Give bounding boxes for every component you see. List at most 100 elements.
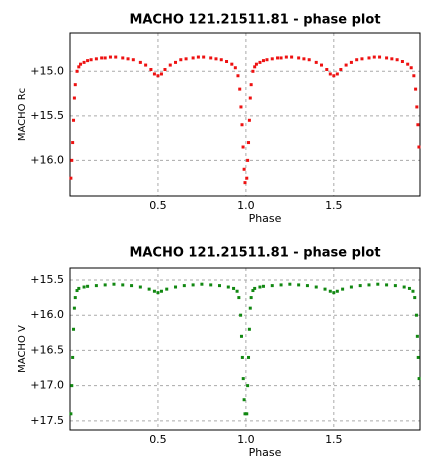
- data-point: [385, 56, 389, 60]
- data-point: [152, 289, 156, 293]
- data-point: [320, 63, 324, 67]
- data-point: [82, 285, 86, 289]
- data-point: [302, 57, 306, 61]
- data-point: [219, 58, 223, 62]
- data-point: [416, 355, 420, 359]
- data-point: [238, 87, 242, 91]
- y-tick-label: +15.5: [30, 109, 64, 122]
- data-point: [239, 334, 243, 338]
- data-point: [251, 69, 255, 73]
- data-point: [376, 282, 380, 286]
- data-point: [328, 289, 332, 293]
- data-point: [325, 68, 329, 72]
- data-point: [179, 58, 183, 62]
- data-point: [245, 412, 249, 416]
- data-point: [100, 56, 104, 60]
- data-point: [341, 287, 345, 291]
- data-point: [417, 377, 421, 381]
- data-point: [159, 289, 163, 293]
- data-point: [72, 306, 76, 310]
- data-point: [73, 83, 77, 87]
- data-point: [114, 55, 118, 59]
- data-point: [138, 285, 142, 289]
- data-point: [335, 72, 339, 76]
- data-point: [355, 58, 359, 62]
- data-point: [239, 313, 243, 317]
- data-point: [402, 285, 406, 289]
- data-point: [86, 59, 90, 63]
- data-point: [258, 285, 262, 289]
- data-point: [288, 282, 292, 286]
- x-tick-label: 0.5: [149, 199, 167, 212]
- data-point: [70, 384, 74, 388]
- y-tick-label: +16.5: [30, 343, 64, 356]
- x-axis-label: Phase: [249, 446, 282, 459]
- data-point: [246, 384, 250, 388]
- data-point: [412, 74, 416, 78]
- data-point: [279, 283, 283, 287]
- data-point: [261, 59, 265, 63]
- data-point: [367, 56, 371, 60]
- data-point: [209, 283, 213, 287]
- data-point: [406, 62, 410, 66]
- data-point: [112, 282, 116, 286]
- data-point: [241, 145, 245, 149]
- data-point: [249, 83, 253, 87]
- data-point: [144, 63, 148, 67]
- data-point: [276, 56, 280, 60]
- data-point: [415, 334, 419, 338]
- data-point: [242, 167, 246, 171]
- data-point: [156, 74, 160, 78]
- data-point: [182, 284, 186, 288]
- x-tick-label: 1.5: [325, 199, 343, 212]
- data-point: [149, 68, 153, 72]
- data-point: [248, 96, 252, 100]
- data-point: [258, 60, 262, 64]
- data-point: [411, 289, 415, 293]
- data-point: [196, 55, 200, 59]
- data-point: [241, 377, 245, 381]
- data-point: [70, 158, 74, 162]
- data-point: [243, 412, 247, 416]
- data-point: [72, 96, 76, 100]
- data-point: [314, 60, 318, 64]
- y-axis-label: MACHO V: [17, 325, 28, 373]
- data-point: [305, 284, 309, 288]
- chart-title: MACHO 121.21511.81 - phase plot: [129, 13, 380, 28]
- data-point: [77, 286, 81, 290]
- data-point: [367, 283, 371, 287]
- data-point: [89, 58, 93, 62]
- data-point: [131, 58, 135, 62]
- y-tick-label: +17.5: [30, 414, 64, 427]
- data-point: [335, 289, 339, 293]
- data-point: [240, 123, 244, 127]
- x-tick-label: 0.5: [149, 433, 167, 446]
- data-point: [152, 72, 156, 76]
- data-point: [69, 412, 73, 416]
- data-point: [165, 287, 169, 291]
- data-point: [79, 62, 83, 66]
- data-point: [86, 284, 90, 288]
- data-point: [332, 291, 336, 295]
- data-point: [130, 284, 134, 288]
- data-point: [156, 291, 160, 295]
- data-point: [108, 55, 112, 59]
- data-point: [202, 55, 206, 59]
- data-point: [284, 55, 288, 59]
- data-point: [251, 289, 255, 293]
- y-tick-label: +15.5: [30, 273, 64, 286]
- data-point: [390, 57, 394, 61]
- data-point: [72, 118, 76, 122]
- data-point: [415, 105, 419, 109]
- data-point: [332, 74, 336, 78]
- data-point: [94, 284, 98, 288]
- data-point: [126, 57, 130, 61]
- y-tick-label: +15.0: [30, 64, 64, 77]
- data-point: [75, 69, 79, 73]
- data-point: [174, 60, 178, 64]
- data-point: [265, 58, 269, 62]
- data-point: [290, 55, 294, 59]
- data-point: [240, 355, 244, 359]
- data-point: [247, 141, 251, 145]
- data-point: [344, 63, 348, 67]
